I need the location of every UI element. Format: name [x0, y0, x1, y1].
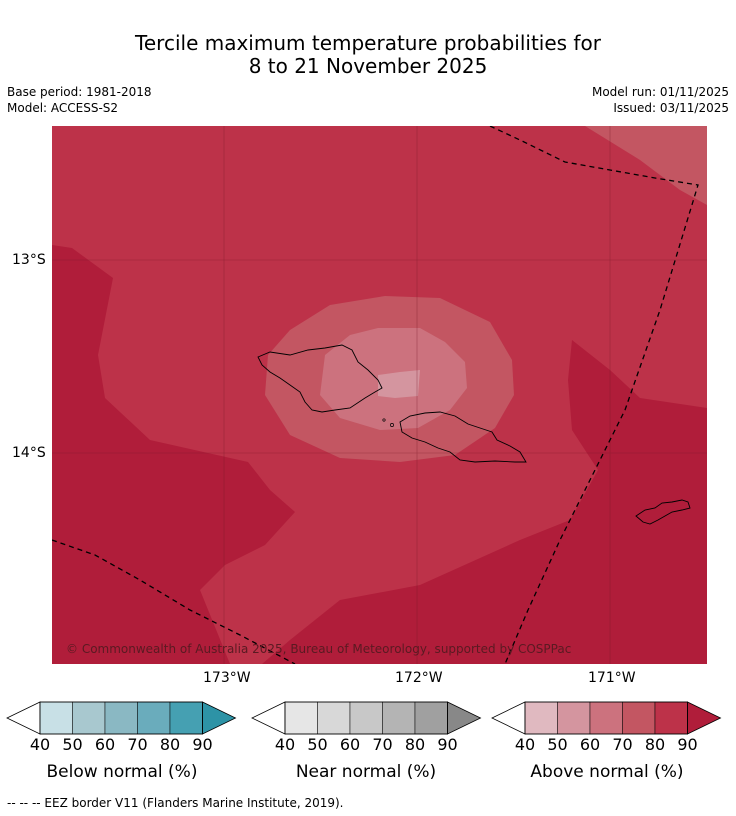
colorbar-above-normal-segment	[654, 701, 688, 735]
colorbar-near-normal	[251, 701, 482, 735]
colorbar-near-normal-segment	[284, 701, 318, 735]
colorbar-below-normal-tick: 60	[94, 735, 116, 754]
apolima-islet	[390, 423, 394, 427]
eez-border	[52, 126, 699, 664]
lon-tick-173w: 173°W	[203, 670, 251, 686]
colorbar-below-normal	[6, 701, 237, 735]
model-run-date: Model run: 01/11/2025	[591, 85, 729, 99]
colorbar-near-normal-outline	[284, 701, 448, 735]
map-title-line1: Tercile maximum temperature probabilitie…	[135, 31, 601, 55]
colorbar-below-normal-tick: 40	[29, 735, 51, 754]
lat-tick-14s: 14°S	[12, 445, 46, 461]
colorbar-near-normal-tick: 60	[339, 735, 361, 754]
colorbar-near-normal-segment	[382, 701, 416, 735]
colorbar-above-normal-over-arrow	[687, 701, 722, 735]
upolu-island	[399, 411, 527, 463]
colorbar-near-normal-tick: 80	[404, 735, 426, 754]
colorbar-near-normal-tick: 50	[307, 735, 328, 754]
colorbar-near-normal-segment	[349, 701, 383, 735]
colorbar-above-normal	[491, 701, 722, 735]
colorbar-below-normal-tick: 80	[159, 735, 181, 754]
eez-footnote: -- -- -- EEZ border V11 (Flanders Marine…	[7, 796, 344, 810]
colorbar-near-normal-tick: 70	[372, 735, 393, 754]
probability-field-90-southeast	[262, 340, 707, 664]
colorbar-below-normal-tick: 90	[192, 735, 213, 754]
colorbar-above-normal-tick: 50	[547, 735, 568, 754]
probability-field-90-west	[52, 245, 295, 664]
colorbar-above-normal-tick: 90	[677, 735, 698, 754]
colorbar-below-normal-segment	[169, 701, 203, 735]
colorbar-above-normal-segment	[622, 701, 656, 735]
colorbar-below-normal-segment	[137, 701, 171, 735]
issued-date: Issued: 03/11/2025	[613, 101, 729, 115]
colorbar-near-normal-under-arrow	[251, 701, 286, 735]
colorbar-above-normal-segment	[524, 701, 558, 735]
colorbar-above-normal-segment	[557, 701, 591, 735]
colorbar-above-normal-outline	[524, 701, 688, 735]
base-period: Base period: 1981-2018	[7, 85, 152, 99]
colorbar-above-normal-tick: 80	[644, 735, 666, 754]
colorbar-near-normal-over-arrow	[447, 701, 482, 735]
lon-tick-171w: 171°W	[588, 670, 636, 686]
colorbar-near-normal-tick: 40	[274, 735, 296, 754]
colorbar-above-normal-under-arrow	[491, 701, 526, 735]
graticule	[52, 126, 707, 664]
colorbar-above-normal-segment	[589, 701, 623, 735]
legend-above-normal-label: Above normal (%)	[530, 762, 684, 782]
colorbar-below-normal-segment	[104, 701, 138, 735]
colorbar-above-normal-tick: 40	[514, 735, 536, 754]
probability-field-50-60-samoa	[378, 370, 420, 398]
legend-near-normal-label: Near normal (%)	[295, 762, 437, 782]
colorbar-below-normal-over-arrow	[202, 701, 237, 735]
colorbar-near-normal-tick: 90	[437, 735, 458, 754]
colorbar-below-normal-segment	[72, 701, 106, 735]
map-title-line2: 8 to 21 November 2025	[248, 54, 488, 78]
lat-tick-13s: 13°S	[12, 252, 46, 268]
colorbar-near-normal-segment	[414, 701, 448, 735]
probability-field-70-80-northeast	[585, 126, 707, 205]
savaii-island	[257, 344, 383, 413]
legend-below-normal-label: Below normal (%)	[46, 762, 198, 782]
colorbar-below-normal-tick: 50	[62, 735, 83, 754]
colorbar-below-normal-outline	[39, 701, 203, 735]
colorbar-below-normal-tick: 70	[127, 735, 148, 754]
colorbar-below-normal-under-arrow	[6, 701, 41, 735]
map-copyright: © Commonwealth of Australia 2025, Bureau…	[66, 642, 572, 656]
colorbar-above-normal-tick: 70	[612, 735, 633, 754]
model-name: Model: ACCESS-S2	[7, 101, 119, 115]
tutuila-island	[635, 499, 691, 525]
colorbar-below-normal-segment	[39, 701, 73, 735]
colorbar-near-normal-segment	[317, 701, 351, 735]
manono-islet	[382, 418, 386, 422]
colorbar-above-normal-tick: 60	[579, 735, 601, 754]
lon-tick-172w: 172°W	[395, 670, 443, 686]
